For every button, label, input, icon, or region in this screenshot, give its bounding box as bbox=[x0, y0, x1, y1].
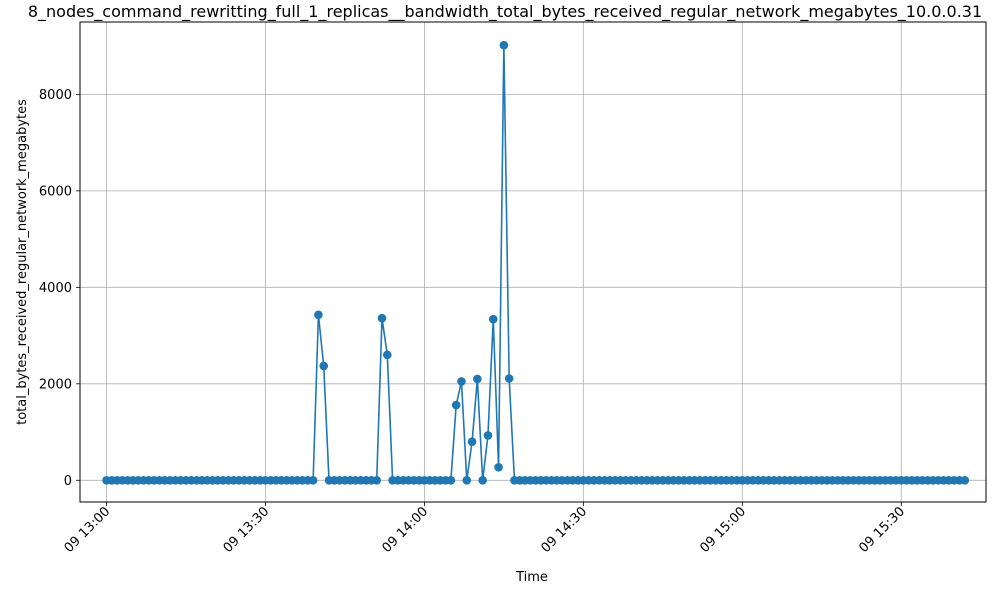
data-point bbox=[457, 377, 466, 386]
data-point bbox=[451, 400, 461, 410]
data-point bbox=[319, 361, 329, 371]
data-point bbox=[314, 310, 323, 320]
chart-title: 8_nodes_command_rewritting_full_1_replic… bbox=[28, 2, 982, 22]
series-layer bbox=[102, 40, 970, 485]
data-point bbox=[467, 437, 477, 447]
data-point bbox=[499, 40, 509, 50]
y-tick-label: 0 bbox=[64, 474, 72, 489]
data-point bbox=[462, 475, 472, 485]
data-point bbox=[483, 431, 493, 440]
y-tick-label: 6000 bbox=[39, 184, 72, 199]
data-point bbox=[308, 475, 318, 485]
x-axis-title: Time bbox=[515, 570, 548, 585]
data-point bbox=[960, 475, 970, 485]
data-point bbox=[372, 475, 382, 485]
data-point bbox=[383, 350, 392, 360]
y-tick-label: 2000 bbox=[39, 377, 72, 392]
y-tick-label: 4000 bbox=[39, 281, 72, 296]
data-point bbox=[504, 374, 514, 383]
plot-area-frame bbox=[79, 21, 987, 503]
y-tick-label: 8000 bbox=[39, 88, 72, 103]
data-point bbox=[478, 475, 487, 485]
data-point bbox=[446, 475, 456, 485]
data-point bbox=[488, 314, 498, 324]
data-point bbox=[377, 313, 387, 323]
data-point bbox=[473, 374, 482, 384]
y-axis-title: total_bytes_received_regular_network_meg… bbox=[15, 99, 30, 425]
data-point bbox=[494, 462, 503, 472]
